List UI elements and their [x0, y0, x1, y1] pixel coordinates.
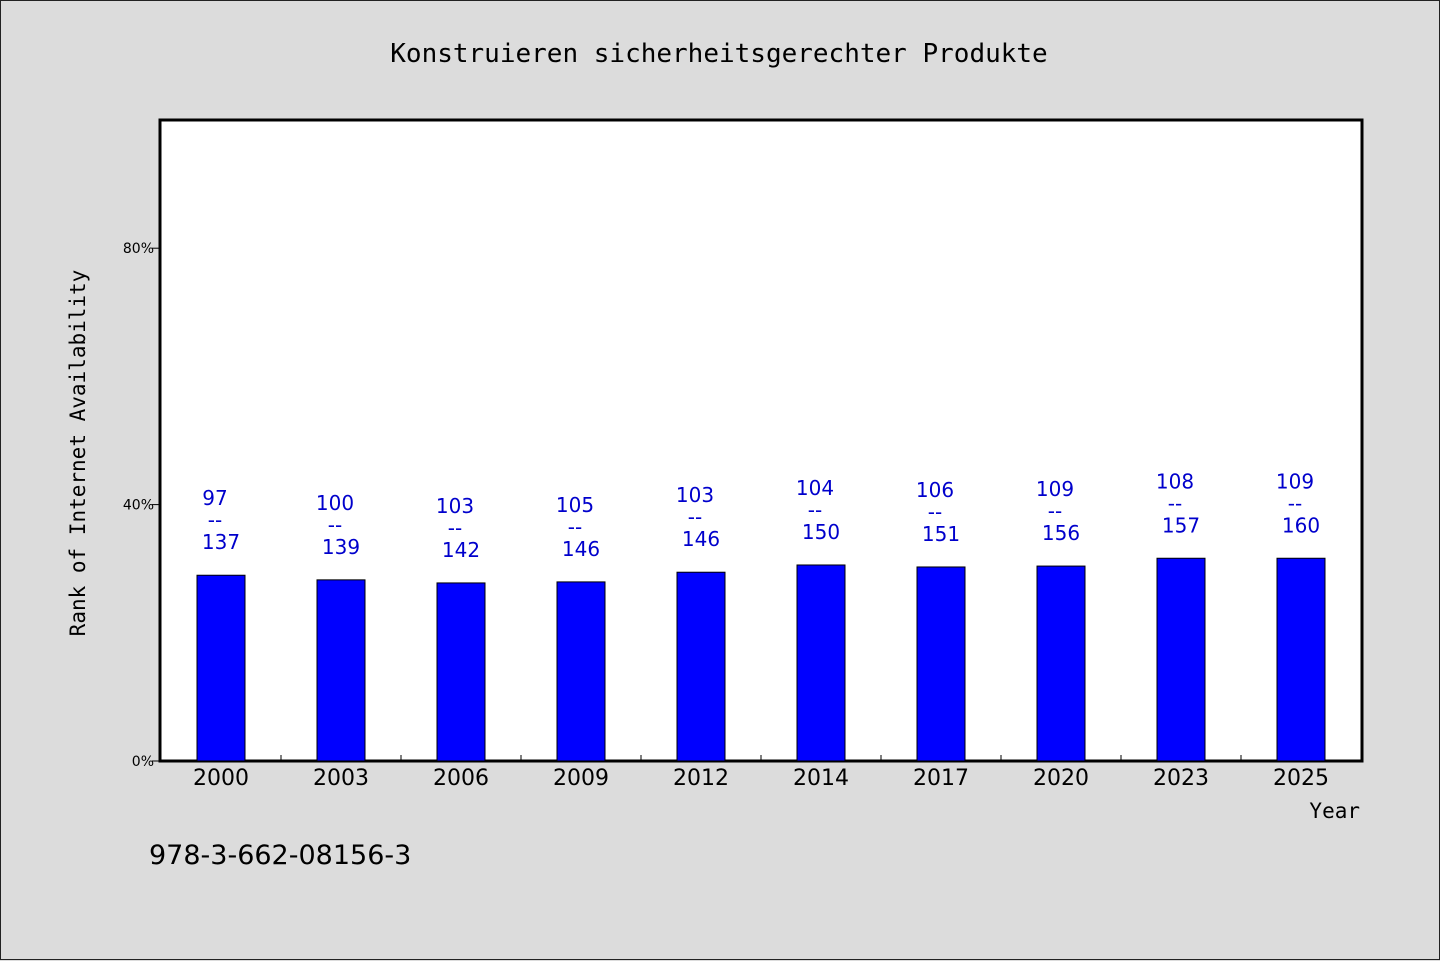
data-label-top-2012: 103 — [676, 483, 714, 507]
y-axis-label: Rank of Internet Availability — [66, 270, 90, 637]
x-tick-label-2006: 2006 — [433, 766, 489, 791]
y-tick-label-0%: 0% — [132, 754, 154, 770]
x-tick-label-2014: 2014 — [793, 766, 849, 791]
data-label-separator-2020: -- — [1048, 499, 1062, 523]
data-labels-layer: 97--137100--139103--142105--146103--1461… — [202, 469, 1320, 562]
data-label-separator-2003: -- — [328, 513, 342, 537]
x-tick-label-2012: 2012 — [673, 766, 729, 791]
bar-2017 — [916, 566, 966, 762]
x-tick-label-2023: 2023 — [1153, 766, 1209, 791]
data-label-separator-2009: -- — [568, 515, 582, 539]
data-label-top-2023: 108 — [1156, 469, 1194, 493]
data-label-bottom-2009: 146 — [562, 537, 600, 561]
y-tick-label-80%: 80% — [123, 241, 154, 257]
data-label-separator-2017: -- — [928, 500, 942, 524]
x-tick-label-2009: 2009 — [553, 766, 609, 791]
data-label-separator-2012: -- — [688, 505, 702, 529]
data-label-top-2025: 109 — [1276, 469, 1314, 493]
x-tick-label-2003: 2003 — [313, 766, 369, 791]
bar-2023 — [1156, 557, 1206, 762]
bar-2012 — [676, 571, 726, 762]
bar-2003 — [316, 579, 366, 762]
data-label-top-2009: 105 — [556, 493, 594, 517]
x-tick-label-2000: 2000 — [193, 766, 249, 791]
isbn-footer: 978-3-662-08156-3 — [149, 840, 411, 871]
x-tick-label-2025: 2025 — [1273, 766, 1329, 791]
data-label-separator-2023: -- — [1168, 491, 1182, 515]
chart-title: Konstruieren sicherheitsgerechter Produk… — [390, 39, 1047, 69]
x-tick-label-2020: 2020 — [1033, 766, 1089, 791]
data-label-bottom-2025: 160 — [1282, 513, 1320, 537]
data-label-bottom-2006: 142 — [442, 538, 480, 562]
data-label-top-2017: 106 — [916, 478, 954, 502]
data-label-separator-2006: -- — [448, 516, 462, 540]
data-label-top-2003: 100 — [316, 491, 354, 515]
x-axis: 2000 2003 2006 2009 2012 2014 2017 2020 2023 2025 — [193, 755, 1329, 791]
bar-2000 — [196, 574, 246, 762]
bar-2006 — [436, 582, 486, 762]
data-label-top-2020: 109 — [1036, 477, 1074, 501]
data-label-bottom-2017: 151 — [922, 522, 960, 546]
data-label-top-2014: 104 — [796, 476, 834, 500]
y-tick-label-40%: 40% — [123, 498, 154, 514]
x-tick-label-2017: 2017 — [913, 766, 969, 791]
data-label-top-2000: 97 — [202, 486, 227, 510]
bar-2014 — [796, 564, 846, 762]
data-label-bottom-2020: 156 — [1042, 521, 1080, 545]
bar-2020 — [1036, 565, 1086, 762]
bar-2025 — [1276, 557, 1326, 762]
data-label-bottom-2003: 139 — [322, 535, 360, 559]
data-label-top-2006: 103 — [436, 494, 474, 518]
y-axis: 0% 40% 80% — [123, 241, 160, 770]
data-label-separator-2025: -- — [1288, 491, 1302, 515]
data-label-bottom-2000: 137 — [202, 530, 240, 554]
data-label-separator-2014: -- — [808, 498, 822, 522]
bars-layer — [196, 557, 1326, 762]
data-label-bottom-2023: 157 — [1162, 513, 1200, 537]
data-label-bottom-2012: 146 — [682, 527, 720, 551]
bar-2009 — [556, 581, 606, 762]
data-label-bottom-2014: 150 — [802, 520, 840, 544]
x-axis-label: Year — [1309, 799, 1360, 823]
data-label-separator-2000: -- — [208, 508, 222, 532]
